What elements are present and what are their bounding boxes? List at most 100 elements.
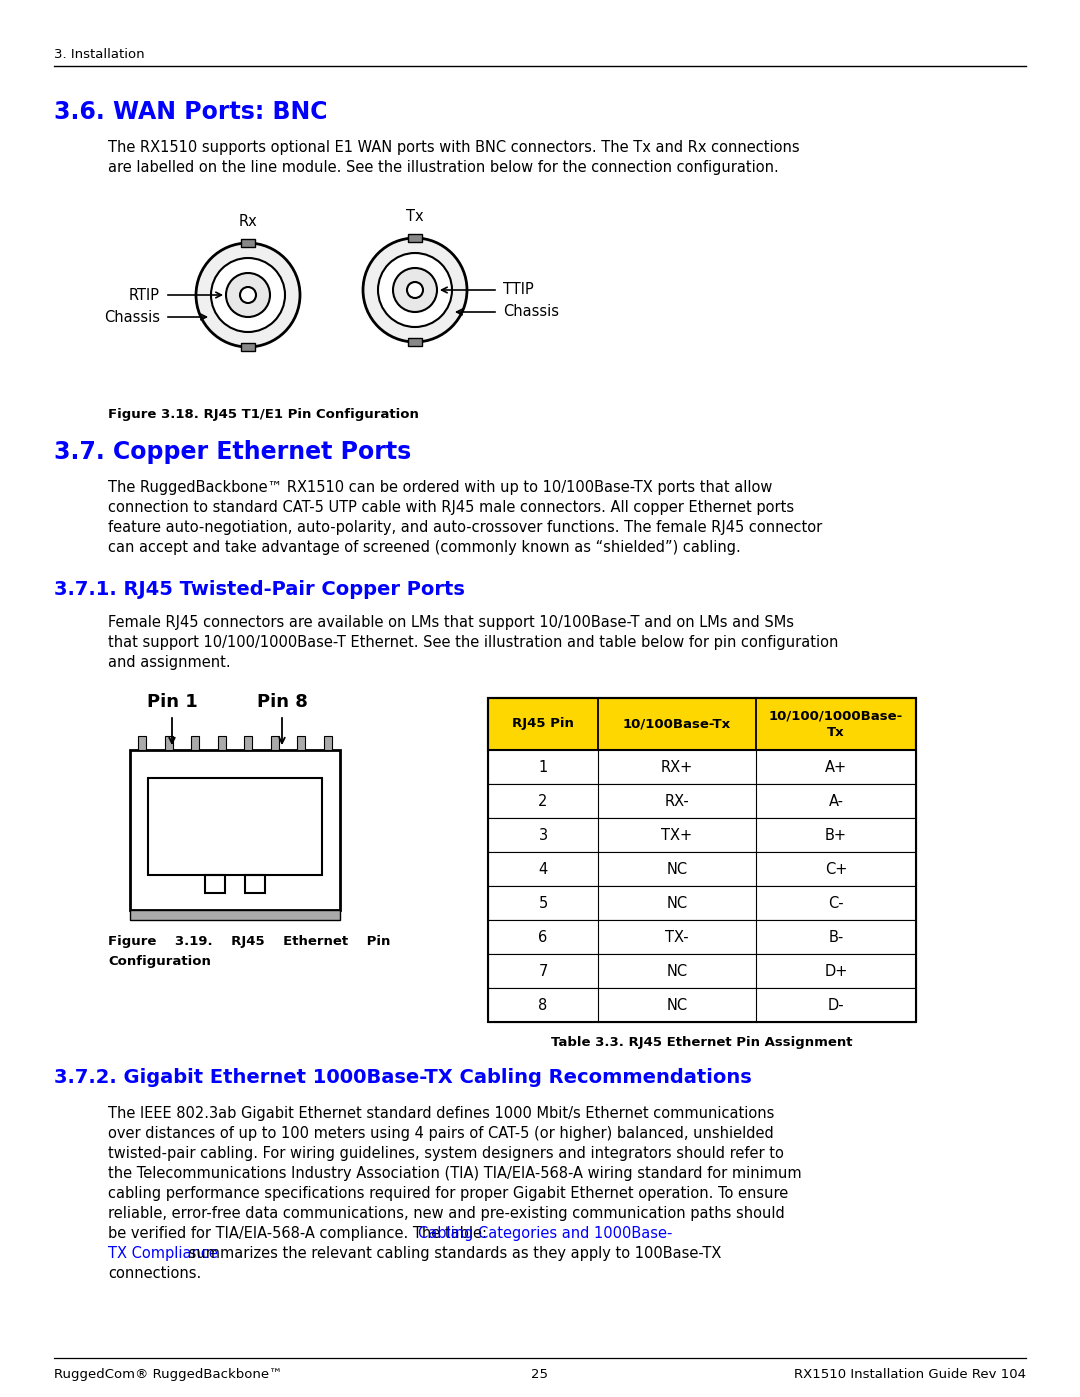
Text: twisted-pair cabling. For wiring guidelines, system designers and integrators sh: twisted-pair cabling. For wiring guideli… <box>108 1146 784 1161</box>
Circle shape <box>407 282 423 298</box>
Text: Chassis: Chassis <box>104 310 160 324</box>
Text: 10/100/1000Base-
Tx: 10/100/1000Base- Tx <box>769 710 903 739</box>
Text: Rx: Rx <box>239 214 257 229</box>
Text: Tx: Tx <box>406 210 423 224</box>
Text: connections.: connections. <box>108 1266 201 1281</box>
Text: 2: 2 <box>538 793 548 809</box>
Text: RuggedCom® RuggedBackbone™: RuggedCom® RuggedBackbone™ <box>54 1368 282 1382</box>
Text: are labelled on the line module. See the illustration below for the connection c: are labelled on the line module. See the… <box>108 161 779 175</box>
Text: cabling performance specifications required for proper Gigabit Ethernet operatio: cabling performance specifications requi… <box>108 1186 788 1201</box>
Text: The IEEE 802.3ab Gigabit Ethernet standard defines 1000 Mbit/s Ethernet communic: The IEEE 802.3ab Gigabit Ethernet standa… <box>108 1106 774 1120</box>
Text: 5: 5 <box>538 895 548 911</box>
Text: NC: NC <box>666 895 688 911</box>
Text: TTIP: TTIP <box>503 282 534 298</box>
Bar <box>488 698 916 1023</box>
Text: summarizes the relevant cabling standards as they apply to 100Base-TX: summarizes the relevant cabling standard… <box>184 1246 721 1261</box>
Text: A+: A+ <box>825 760 847 774</box>
Text: Cabling Categories and 1000Base-: Cabling Categories and 1000Base- <box>418 1227 673 1241</box>
Text: RX1510 Installation Guide Rev 104: RX1510 Installation Guide Rev 104 <box>794 1368 1026 1382</box>
Text: feature auto-negotiation, auto-polarity, and auto-crossover functions. The femal: feature auto-negotiation, auto-polarity,… <box>108 520 822 535</box>
Text: The RuggedBackbone™ RX1510 can be ordered with up to 10/100Base-TX ports that al: The RuggedBackbone™ RX1510 can be ordere… <box>108 481 772 495</box>
Text: over distances of up to 100 meters using 4 pairs of CAT-5 (or higher) balanced, : over distances of up to 100 meters using… <box>108 1126 773 1141</box>
Text: that support 10/100/1000Base-T Ethernet. See the illustration and table below fo: that support 10/100/1000Base-T Ethernet.… <box>108 636 838 650</box>
Text: can accept and take advantage of screened (commonly known as “shielded”) cabling: can accept and take advantage of screene… <box>108 541 741 555</box>
Text: Chassis: Chassis <box>503 305 559 320</box>
Text: Table 3.3. RJ45 Ethernet Pin Assignment: Table 3.3. RJ45 Ethernet Pin Assignment <box>551 1037 853 1049</box>
Bar <box>488 750 916 784</box>
Bar <box>488 988 916 1023</box>
Text: Figure 3.18. RJ45 T1/E1 Pin Configuration: Figure 3.18. RJ45 T1/E1 Pin Configuratio… <box>108 408 419 420</box>
Circle shape <box>240 286 256 303</box>
Text: C-: C- <box>828 895 843 911</box>
Text: NC: NC <box>666 964 688 978</box>
Bar <box>297 736 306 750</box>
Text: 25: 25 <box>531 1368 549 1382</box>
Circle shape <box>363 237 467 342</box>
Text: 10/100Base-Tx: 10/100Base-Tx <box>623 718 731 731</box>
Text: The RX1510 supports optional E1 WAN ports with BNC connectors. The Tx and Rx con: The RX1510 supports optional E1 WAN port… <box>108 140 799 155</box>
Text: TX Compliance: TX Compliance <box>108 1246 218 1261</box>
Bar <box>271 736 279 750</box>
Circle shape <box>226 272 270 317</box>
Text: 8: 8 <box>538 997 548 1013</box>
Bar <box>488 819 916 852</box>
Text: Figure    3.19.    RJ45    Ethernet    Pin: Figure 3.19. RJ45 Ethernet Pin <box>108 935 390 949</box>
Text: A-: A- <box>828 793 843 809</box>
Text: B+: B+ <box>825 827 847 842</box>
Bar <box>488 698 916 750</box>
Text: Configuration: Configuration <box>108 956 211 968</box>
Text: and assignment.: and assignment. <box>108 655 231 671</box>
Text: Pin 8: Pin 8 <box>257 693 308 711</box>
Circle shape <box>378 253 453 327</box>
Circle shape <box>211 258 285 332</box>
Bar <box>488 784 916 819</box>
Text: 3. Installation: 3. Installation <box>54 47 145 61</box>
Text: RJ45 Pin: RJ45 Pin <box>512 718 573 731</box>
Bar <box>191 736 199 750</box>
Bar <box>241 239 255 247</box>
Bar <box>324 736 332 750</box>
Text: Pin 1: Pin 1 <box>147 693 198 711</box>
Text: TX-: TX- <box>665 929 689 944</box>
Text: B-: B- <box>828 929 843 944</box>
Text: 3.7. Copper Ethernet Ports: 3.7. Copper Ethernet Ports <box>54 440 411 464</box>
Text: NC: NC <box>666 862 688 876</box>
Text: TX+: TX+ <box>661 827 692 842</box>
Text: Female RJ45 connectors are available on LMs that support 10/100Base-T and on LMs: Female RJ45 connectors are available on … <box>108 615 794 630</box>
Bar <box>488 921 916 954</box>
Text: 3.7.1. RJ45 Twisted-Pair Copper Ports: 3.7.1. RJ45 Twisted-Pair Copper Ports <box>54 580 464 599</box>
Text: 3.7.2. Gigabit Ethernet 1000Base-TX Cabling Recommendations: 3.7.2. Gigabit Ethernet 1000Base-TX Cabl… <box>54 1067 752 1087</box>
Text: C+: C+ <box>825 862 847 876</box>
Bar <box>244 736 253 750</box>
Bar <box>138 736 146 750</box>
Text: 3: 3 <box>539 827 548 842</box>
Circle shape <box>195 243 300 346</box>
Text: NC: NC <box>666 997 688 1013</box>
Text: be verified for TIA/EIA-568-A compliance. The table:: be verified for TIA/EIA-568-A compliance… <box>108 1227 491 1241</box>
Bar <box>130 909 340 921</box>
Bar <box>408 235 422 242</box>
Text: RX+: RX+ <box>661 760 693 774</box>
Bar <box>241 344 255 351</box>
Bar <box>488 852 916 886</box>
Text: D+: D+ <box>824 964 848 978</box>
Bar <box>130 750 340 909</box>
Bar <box>148 778 322 875</box>
Text: connection to standard CAT-5 UTP cable with RJ45 male connectors. All copper Eth: connection to standard CAT-5 UTP cable w… <box>108 500 794 515</box>
Bar <box>488 886 916 921</box>
Text: 4: 4 <box>538 862 548 876</box>
Text: 1: 1 <box>538 760 548 774</box>
Text: D-: D- <box>827 997 845 1013</box>
Circle shape <box>393 268 437 312</box>
Text: 7: 7 <box>538 964 548 978</box>
Text: 3.6. WAN Ports: BNC: 3.6. WAN Ports: BNC <box>54 101 327 124</box>
Bar <box>408 338 422 346</box>
Text: the Telecommunications Industry Association (TIA) TIA/EIA-568-A wiring standard : the Telecommunications Industry Associat… <box>108 1166 801 1180</box>
Text: RTIP: RTIP <box>129 288 160 303</box>
Bar <box>488 954 916 988</box>
Text: RX-: RX- <box>664 793 689 809</box>
Text: 6: 6 <box>538 929 548 944</box>
Bar <box>218 736 226 750</box>
Text: reliable, error-free data communications, new and pre-existing communication pat: reliable, error-free data communications… <box>108 1206 785 1221</box>
Bar <box>164 736 173 750</box>
